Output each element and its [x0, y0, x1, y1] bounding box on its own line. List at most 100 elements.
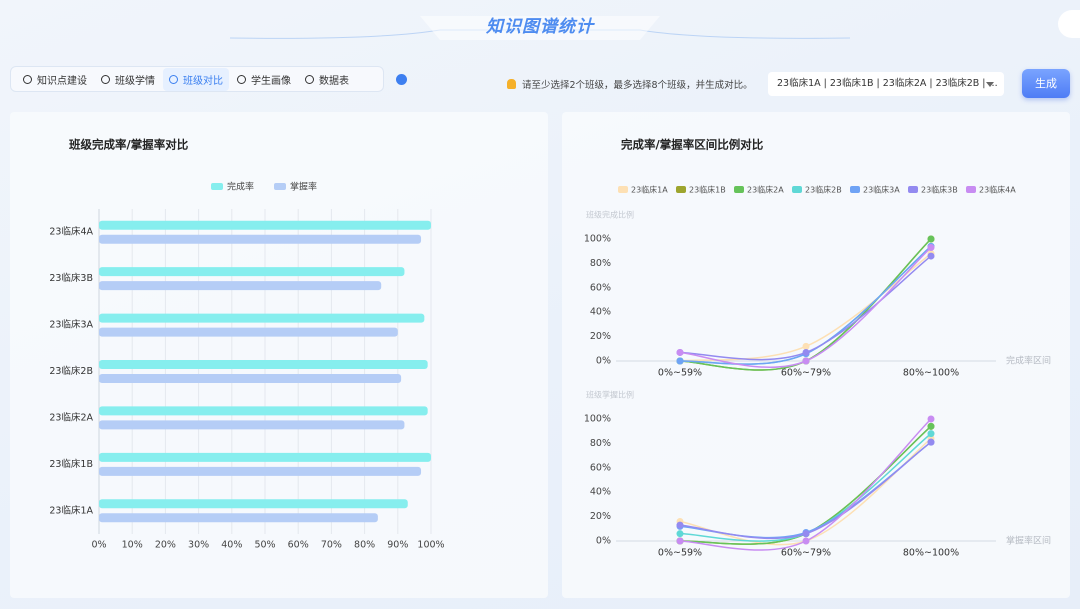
class-select[interactable]: 23临床1A | 23临床1B | 23临床2A | 23临床2B | ...	[768, 72, 1004, 96]
bar	[99, 360, 428, 369]
notice: 请至少选择2个班级，最多选择8个班级，并生成对比。	[507, 77, 753, 91]
point	[676, 348, 684, 356]
tab[interactable]: 班级学情	[95, 68, 161, 91]
y-tick-label: 60%	[590, 282, 611, 293]
x-tick-label: 0%	[91, 540, 106, 551]
x-tick-label: 60%	[288, 540, 309, 551]
point	[927, 422, 935, 430]
point	[802, 530, 810, 538]
x-axis-label: 掌握率区间	[1006, 535, 1051, 547]
tab[interactable]: 知识点建设	[17, 68, 93, 91]
legend-swatch	[274, 183, 286, 190]
series-line	[679, 425, 932, 545]
y-tick-label: 0%	[596, 356, 611, 367]
tab-icon	[237, 74, 246, 84]
tab-label: 班级学情	[115, 75, 155, 87]
y-tick-label: 60%	[590, 462, 611, 473]
x-tick-label: 70%	[321, 540, 342, 551]
point	[927, 430, 935, 438]
x-tick-label: 80%~100%	[903, 548, 959, 559]
generate-button[interactable]: 生成	[1022, 69, 1070, 98]
chart-title: 班级完成率/掌握率对比	[69, 138, 189, 152]
y-tick-label: 40%	[590, 487, 611, 498]
y-tick-label: 40%	[590, 307, 611, 318]
x-tick-label: 20%	[155, 540, 176, 551]
tab-label: 数据表	[319, 75, 349, 87]
point	[802, 537, 810, 545]
y-tick-label: 23临床3A	[49, 319, 93, 331]
point	[927, 415, 935, 423]
notice-text: 请至少选择2个班级，最多选择8个班级，并生成对比。	[522, 80, 753, 91]
bar	[99, 420, 405, 430]
bar	[99, 374, 402, 383]
legend-label: 23临床1B	[689, 185, 726, 195]
select-caret	[986, 82, 994, 87]
bell-icon	[507, 79, 516, 89]
bar	[99, 220, 431, 230]
legend-label: 23临床2A	[747, 185, 784, 195]
x-tick-label: 10%	[122, 540, 143, 551]
y-tick-label: 20%	[590, 331, 611, 342]
y-tick-label: 23临床3B	[49, 272, 93, 284]
info-icon[interactable]	[396, 74, 407, 85]
series-line	[679, 425, 932, 545]
bar	[99, 281, 382, 291]
tab[interactable]: 班级对比	[163, 67, 229, 91]
point	[676, 357, 684, 365]
series-line	[679, 441, 932, 540]
x-tick-label: 60%~79%	[781, 368, 831, 379]
legend-swatch	[676, 186, 686, 193]
x-tick-label: 0%~59%	[658, 548, 702, 559]
legend-swatch	[792, 186, 802, 193]
bar	[99, 313, 425, 323]
tab[interactable]: 学生画像	[231, 68, 297, 91]
x-tick-label: 50%	[254, 540, 275, 551]
y-tick-label: 100%	[584, 414, 611, 425]
y-axis-label: 班级掌握比例	[586, 390, 634, 400]
page-title: 知识图谱统计	[486, 17, 594, 37]
legend-label: 23临床3A	[863, 185, 900, 195]
chart-title: 完成率/掌握率区间比例对比	[621, 138, 764, 152]
legend-label: 23临床4A	[979, 185, 1016, 195]
legend-label: 23临床1A	[631, 185, 668, 195]
point	[676, 537, 684, 545]
legend-label: 掌握率	[290, 181, 317, 193]
x-tick-label: 80%	[354, 540, 375, 551]
y-tick-label: 20%	[590, 511, 611, 522]
x-tick-label: 60%~79%	[781, 548, 831, 559]
bar	[99, 406, 428, 416]
x-tick-label: 100%	[417, 540, 444, 551]
x-tick-label: 40%	[221, 540, 242, 551]
y-tick-label: 23临床1B	[49, 458, 93, 470]
legend-swatch	[966, 186, 976, 193]
legend-swatch	[908, 186, 918, 193]
legend-swatch	[734, 186, 744, 193]
y-tick-label: 23临床1A	[49, 504, 93, 516]
bar	[99, 327, 398, 337]
tab-bar: 知识点建设 班级学情 班级对比 学生画像 数据表	[10, 66, 384, 92]
point	[927, 252, 935, 260]
legend-label: 23临床3B	[921, 185, 958, 195]
point	[802, 348, 810, 356]
legend-swatch	[211, 183, 223, 190]
series-line	[679, 441, 932, 539]
corner-button[interactable]	[1058, 10, 1080, 38]
series-line	[679, 437, 932, 546]
bar	[99, 452, 431, 462]
bar	[99, 513, 378, 523]
y-axis-label: 班级完成比例	[586, 210, 634, 220]
tab-icon	[305, 74, 314, 84]
tab-icon	[169, 74, 178, 84]
point	[676, 530, 684, 538]
tab[interactable]: 数据表	[299, 68, 355, 91]
y-tick-label: 80%	[590, 438, 611, 449]
point	[802, 342, 810, 350]
bar	[99, 466, 422, 476]
y-tick-label: 23临床2B	[49, 365, 93, 377]
legend-label: 完成率	[227, 181, 254, 193]
tab-label: 知识点建设	[37, 75, 87, 87]
bar	[99, 499, 408, 509]
header-decoration	[229, 16, 851, 40]
